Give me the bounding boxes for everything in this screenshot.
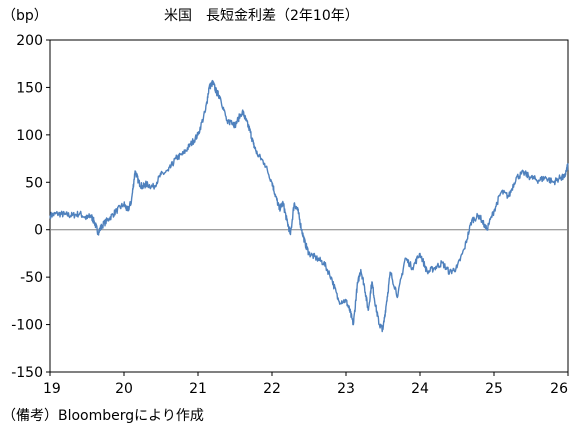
y-tick-label: 200	[16, 33, 43, 49]
x-tick-label: 22	[263, 381, 281, 397]
x-tick-label: 19	[43, 381, 61, 397]
source-note: （備考）Bloombergにより作成	[2, 408, 204, 424]
y-tick-label: -100	[11, 318, 43, 334]
x-tick-label: 25	[485, 381, 503, 397]
x-tick-label: 24	[411, 381, 429, 397]
y-tick-label: -150	[11, 365, 43, 381]
y-tick-label: -50	[20, 270, 43, 286]
y-tick-label: 0	[34, 223, 43, 239]
y-tick-label: 150	[16, 80, 43, 96]
plot-frame	[49, 39, 569, 373]
x-tick-label: 26	[550, 381, 568, 397]
y-unit-label: （bp）	[2, 8, 48, 24]
x-tick-label: 23	[337, 381, 355, 397]
series-line	[49, 79, 569, 333]
chart-title: 米国 長短金利差（2年10年）	[164, 8, 359, 24]
y-tick-label: 50	[25, 175, 43, 191]
x-tick-label: 21	[189, 381, 207, 397]
x-tick-label: 20	[115, 381, 133, 397]
y-tick-label: 100	[16, 128, 43, 144]
